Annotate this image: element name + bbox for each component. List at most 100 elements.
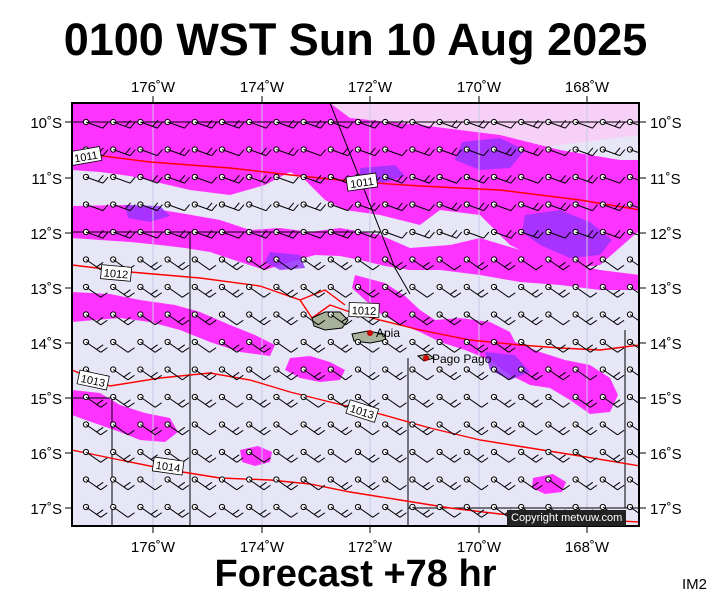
wind-barb-icon <box>572 146 599 157</box>
wind-barb-icon <box>82 283 108 298</box>
wind-barb-icon <box>354 503 380 518</box>
wind-barb-icon <box>218 283 244 298</box>
wind-barb-icon <box>300 256 326 271</box>
wind-barb-icon <box>382 118 408 129</box>
wind-barb-icon <box>191 283 217 298</box>
lat-label-left-13: 13˚S <box>30 281 62 298</box>
isobar-label: 1012 <box>100 264 133 282</box>
wind-barb-icon <box>137 366 162 381</box>
wind-barb-icon <box>137 256 162 271</box>
wind-barb-icon <box>518 283 543 298</box>
wind-barb-icon <box>273 173 299 184</box>
wind-barb-icon <box>409 503 434 518</box>
pago-pago-marker <box>423 355 429 361</box>
wind-barb-icon <box>572 118 599 129</box>
wind-barb-icon <box>354 256 380 271</box>
wind-barb-icon <box>300 503 326 518</box>
wind-barb-icon <box>218 338 244 353</box>
wind-barb-icon <box>409 118 435 129</box>
wind-barb-icon <box>382 283 407 298</box>
isobar-label-text: 1014 <box>155 460 181 475</box>
wind-barb-icon <box>300 421 326 436</box>
place-labels: Apia Pago Pago <box>376 326 492 366</box>
wind-barb-icon <box>572 173 599 184</box>
wind-barb-icon <box>409 228 435 239</box>
wind-barb-icon <box>110 476 135 491</box>
wind-barb-icon <box>191 146 218 157</box>
wind-barb-icon <box>463 421 489 436</box>
isobar-label-text: 1011 <box>73 150 98 166</box>
lon-label-top-176: 176˚W <box>131 79 176 96</box>
wind-barb-icon <box>599 448 625 463</box>
wind-barb-icon <box>599 421 625 436</box>
wind-barb-icon <box>110 393 135 408</box>
wind-barb-icon <box>354 421 380 436</box>
lat-label-right-15: 15˚S <box>650 391 682 408</box>
wind-barb-icon <box>463 503 489 518</box>
wind-barb-icon <box>463 228 490 239</box>
lat-label-left-10: 10˚S <box>30 115 62 132</box>
wind-barb-icon <box>110 201 136 212</box>
wind-barb-icon <box>436 393 462 408</box>
wind-barb-icon <box>300 311 326 326</box>
wind-barb-icon <box>191 118 218 129</box>
wind-barbs <box>82 118 639 518</box>
wind-barb-icon <box>436 366 462 381</box>
wind-barb-icon <box>409 393 434 408</box>
wind-barb-icon <box>463 476 489 491</box>
wind-barb-icon <box>273 421 298 436</box>
wind-barb-icon <box>110 283 135 298</box>
wind-barb-icon <box>518 421 543 436</box>
wind-barb-icon <box>300 366 326 381</box>
wind-barb-icon <box>409 173 435 184</box>
wind-barb-icon <box>354 366 380 381</box>
wind-barb-icon <box>300 146 327 157</box>
wind-barb-icon <box>82 448 108 463</box>
wind-barb-icon <box>246 476 271 491</box>
wind-barb-icon <box>436 503 462 518</box>
wind-barb-icon <box>436 283 462 298</box>
lat-label-right-10: 10˚S <box>650 115 682 132</box>
lat-label-right-17: 17˚S <box>650 501 682 518</box>
wind-barb-icon <box>490 256 516 271</box>
wind-barb-icon <box>300 476 326 491</box>
wind-barb-icon <box>463 173 490 184</box>
wind-barb-icon <box>218 146 245 157</box>
wind-barb-icon <box>354 228 381 239</box>
wind-barb-icon <box>626 311 639 322</box>
wind-barb-icon <box>490 366 516 381</box>
wind-barb-icon <box>273 228 299 239</box>
lon-label-bottom-172: 172˚W <box>348 539 393 556</box>
wind-barb-icon <box>137 228 163 239</box>
wind-barb-icon <box>599 366 625 381</box>
wind-barb-icon <box>463 256 489 271</box>
wind-barb-icon <box>218 311 244 326</box>
wind-barb-icon <box>82 311 108 326</box>
wind-barb-icon <box>545 173 571 184</box>
wind-barb-icon <box>599 476 625 491</box>
wind-barb-icon <box>436 118 463 129</box>
wind-barb-icon <box>300 173 327 184</box>
wind-barb-icon <box>327 201 354 212</box>
wind-barb-icon <box>518 118 544 129</box>
wind-barb-icon <box>218 448 244 463</box>
wind-barb-icon <box>218 366 244 381</box>
wind-barb-icon <box>246 173 272 184</box>
isobar-label: 1011 <box>72 146 103 166</box>
wind-barb-icon <box>463 283 489 298</box>
forecast-label: Forecast +78 hr <box>214 553 497 595</box>
wind-barb-icon <box>490 476 516 491</box>
wind-barb-icon <box>82 173 109 184</box>
wind-barb-icon <box>490 338 516 353</box>
wind-barb-icon <box>382 503 407 518</box>
wind-barb-icon <box>273 283 298 298</box>
wind-barb-icon <box>409 338 434 353</box>
wind-barb-icon <box>382 366 407 381</box>
wind-barb-icon <box>273 201 299 212</box>
wind-barb-icon <box>572 338 598 353</box>
map-frame <box>71 102 640 527</box>
wind-barb-icon <box>137 283 162 298</box>
wind-barb-icon <box>463 393 489 408</box>
wind-barb-icon <box>191 228 218 239</box>
